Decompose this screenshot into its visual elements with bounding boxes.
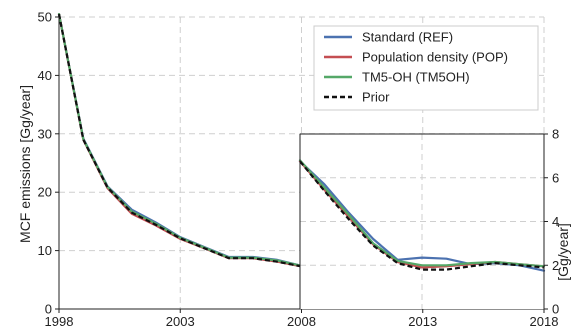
- main-series-lines: [57, 13, 303, 268]
- inset-axes: 0 2 4 6 8: [299, 127, 559, 317]
- y-tick-label: 30: [38, 126, 52, 141]
- y-tick-label: 20: [38, 185, 52, 200]
- y-tick-label: 50: [38, 10, 52, 25]
- x-tick-label: 2018: [530, 314, 559, 328]
- inset-y-tick-label: 0: [552, 302, 559, 317]
- x-tick-label: 2008: [287, 314, 316, 328]
- y-tick-label: 10: [38, 243, 52, 258]
- legend-label: Prior: [362, 90, 390, 105]
- legend-label: Population density (POP): [362, 50, 508, 65]
- y-tick-label: 0: [45, 302, 52, 317]
- series-line-prior: [57, 13, 302, 268]
- inset-y-tick-label: 6: [552, 170, 559, 185]
- legend-label: Standard (REF): [362, 30, 453, 45]
- x-tick-label: 2003: [166, 314, 195, 328]
- x-tick-label: 1998: [45, 314, 74, 328]
- inset-series-line-prior: [299, 160, 545, 271]
- legend: Standard (REF) Population density (POP) TM…: [313, 25, 539, 111]
- x-tick-label: 2013: [408, 314, 437, 328]
- inset-y-axis-title: [Gg/year]: [555, 223, 571, 281]
- inset-series-lines: [298, 159, 546, 272]
- inset-y-tick-label: 2: [552, 258, 559, 273]
- y-tick-label: 40: [38, 68, 52, 83]
- y-axis-title: MCF emissions [Gg/year]: [17, 85, 33, 243]
- legend-label: TM5-OH (TM5OH): [362, 70, 470, 85]
- inset-y-tick-label: 8: [552, 127, 559, 142]
- inset-y-tick-label: 4: [552, 214, 559, 229]
